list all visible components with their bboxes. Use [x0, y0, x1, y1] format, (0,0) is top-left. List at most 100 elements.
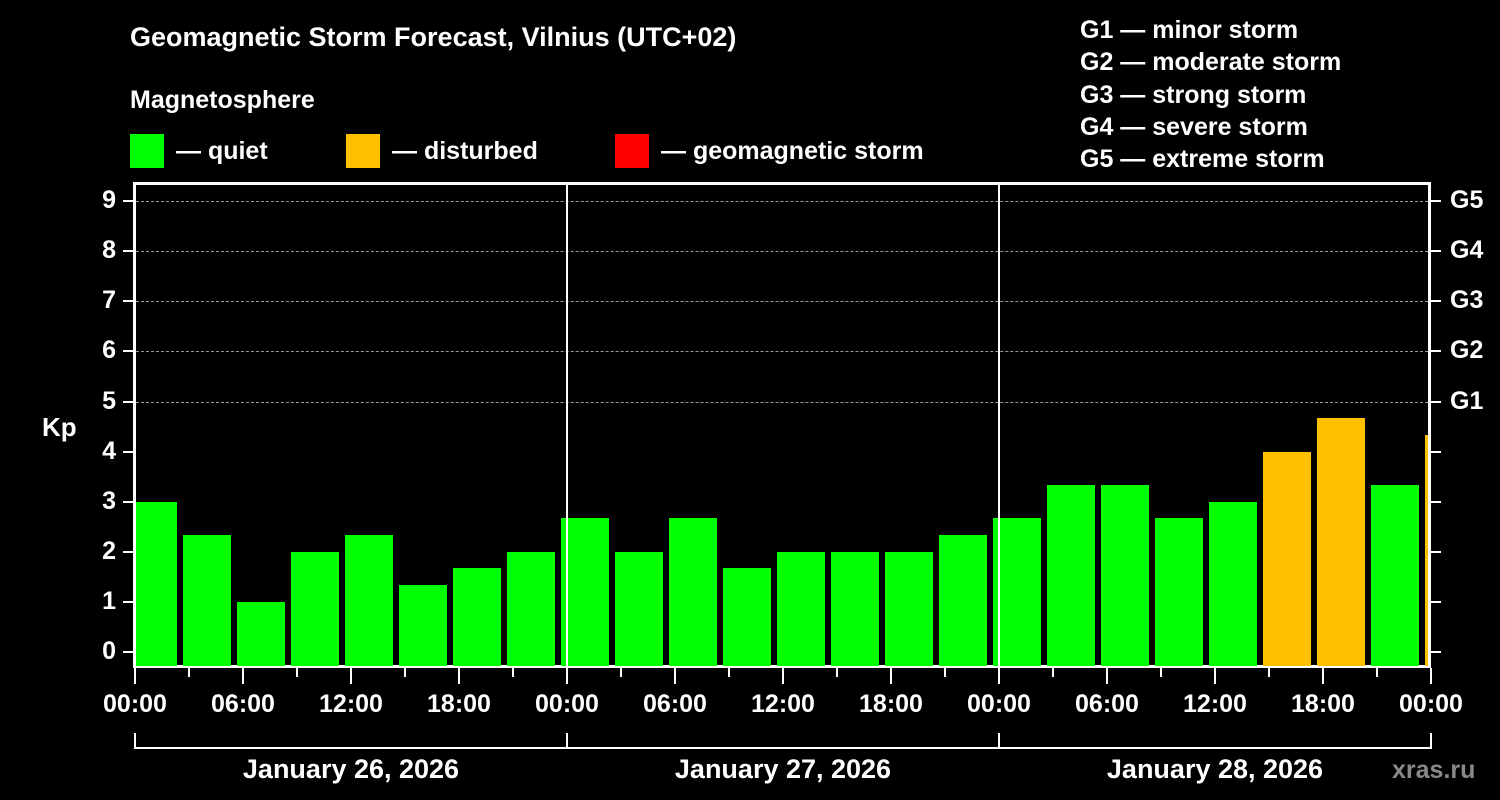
y-tick	[123, 600, 133, 603]
y-tick-right	[1431, 550, 1441, 553]
y-tick-label: 6	[102, 336, 116, 365]
kp-bar	[1047, 485, 1095, 666]
y-tick	[123, 200, 133, 203]
date-bracket-tick	[998, 733, 1000, 748]
y-tick-label: 4	[102, 436, 116, 465]
x-tick	[458, 668, 460, 684]
y-tick-label: 5	[102, 386, 116, 415]
y-tick	[123, 350, 133, 353]
y-tick-label: 8	[102, 236, 116, 265]
x-tick	[1322, 668, 1324, 684]
x-tick-label: 00:00	[103, 690, 167, 718]
kp-bar	[561, 518, 609, 666]
kp-bar	[1425, 435, 1428, 666]
quiet-swatch-icon	[130, 134, 164, 168]
x-tick-label: 00:00	[535, 690, 599, 718]
g-scale-legend: G1 — minor storm G2 — moderate storm G3 …	[1080, 14, 1341, 175]
legend-label-quiet: — quiet	[176, 136, 268, 165]
kp-bar	[723, 568, 771, 666]
x-tick	[242, 668, 244, 684]
x-tick	[1106, 668, 1108, 684]
y-tick	[123, 500, 133, 503]
gridline	[136, 201, 1428, 203]
y-tick-label: 2	[102, 536, 116, 565]
legend-item-storm: — geomagnetic storm	[615, 134, 924, 168]
date-label: January 26, 2026	[242, 754, 460, 784]
x-tick-label: 06:00	[643, 690, 707, 718]
kp-bar	[1155, 518, 1203, 666]
legend-label-storm: — geomagnetic storm	[661, 136, 924, 165]
kp-bar	[237, 601, 285, 666]
legend-label-disturbed: — disturbed	[392, 136, 538, 165]
y-tick-right	[1431, 200, 1441, 203]
date-label: January 28, 2026	[1106, 754, 1324, 784]
x-tick-label: 12:00	[1183, 690, 1247, 718]
day-separator	[566, 182, 568, 668]
x-tick	[728, 668, 730, 677]
y-tick-right	[1431, 250, 1441, 253]
y-axis-label: Kp	[42, 412, 77, 442]
x-tick	[944, 668, 946, 677]
y-tick-label: 7	[102, 286, 116, 315]
x-tick	[512, 668, 514, 677]
y-tick-right	[1431, 500, 1441, 503]
kp-bar	[1263, 451, 1311, 666]
x-tick-label: 18:00	[859, 690, 923, 718]
kp-bar	[939, 535, 987, 666]
x-tick	[998, 668, 1000, 684]
x-tick	[350, 668, 352, 684]
date-bracket	[134, 747, 1432, 749]
kp-bar	[1101, 485, 1149, 666]
x-tick	[404, 668, 406, 677]
x-tick	[296, 668, 298, 677]
y-tick-label: 3	[102, 486, 116, 515]
legend-item-quiet: — quiet	[130, 134, 268, 168]
x-tick	[566, 668, 568, 684]
legend-item-disturbed: — disturbed	[346, 134, 538, 168]
x-tick	[1214, 668, 1216, 684]
x-tick	[1268, 668, 1270, 677]
y-tick	[123, 550, 133, 553]
g-axis-label: G4	[1450, 236, 1484, 265]
x-tick	[188, 668, 190, 677]
g-axis-label: G5	[1450, 186, 1484, 215]
y-tick-right	[1431, 600, 1441, 603]
g-axis-label: G1	[1450, 386, 1484, 415]
x-tick	[782, 668, 784, 684]
x-tick-label: 18:00	[1291, 690, 1355, 718]
kp-bar	[345, 535, 393, 666]
x-tick-label: 00:00	[1399, 690, 1463, 718]
y-tick-label: 0	[102, 637, 116, 665]
g5-legend: G5 — extreme storm	[1080, 145, 1325, 174]
x-tick-label: 18:00	[427, 690, 491, 718]
kp-bar	[507, 551, 555, 666]
y-tick-right	[1431, 450, 1441, 453]
x-tick	[836, 668, 838, 677]
x-tick	[1376, 668, 1378, 677]
y-tick-right	[1431, 350, 1441, 353]
g1-legend: G1 — minor storm	[1080, 16, 1299, 44]
y-tick-right	[1431, 400, 1441, 403]
x-tick-label: 00:00	[967, 690, 1031, 718]
y-tick	[123, 300, 133, 303]
x-tick	[1160, 668, 1162, 677]
y-tick-label: 1	[102, 586, 116, 615]
y-tick	[123, 250, 133, 253]
y-tick	[123, 400, 133, 403]
g2-legend: G2 — moderate storm	[1080, 48, 1342, 77]
y-tick-right	[1431, 300, 1441, 303]
x-tick	[134, 668, 136, 684]
plot-frame	[133, 182, 1431, 668]
date-label: January 27, 2026	[674, 754, 892, 784]
watermark: xras.ru	[1392, 756, 1476, 784]
y-tick	[123, 450, 133, 453]
kp-bar	[1371, 485, 1419, 666]
kp-bar	[136, 501, 177, 666]
day-separator	[998, 182, 1000, 668]
g-axis-label: G3	[1450, 286, 1484, 315]
kp-bar	[453, 568, 501, 666]
x-tick-label: 12:00	[319, 690, 383, 718]
x-tick	[1052, 668, 1054, 677]
disturbed-swatch-icon	[346, 134, 380, 168]
x-tick	[674, 668, 676, 684]
